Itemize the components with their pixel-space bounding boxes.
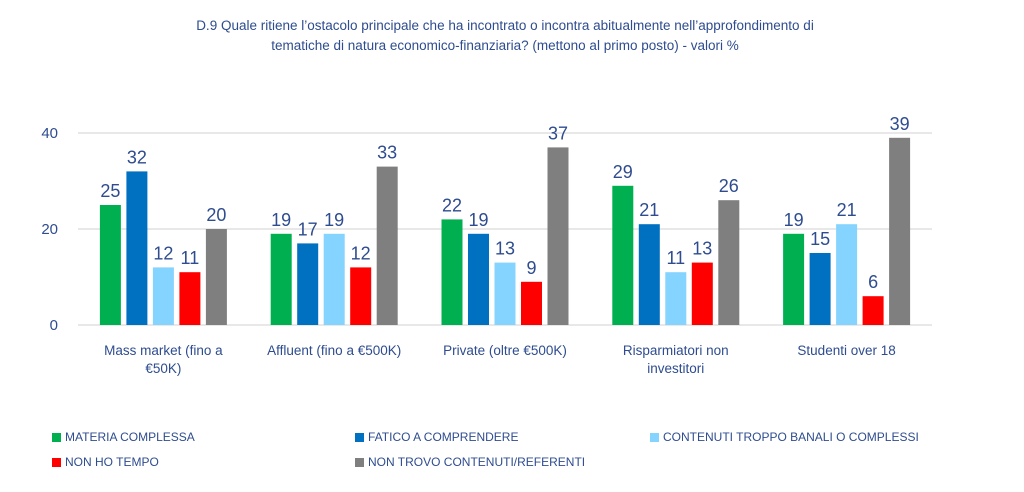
bar-chart: 0 20 40 25 32 12 11 20 19 17 19 12 33 22 19 13 9 37 29 21 1… bbox=[41, 114, 932, 376]
legend-label: CONTENUTI TROPPO BANALI O COMPLESSI bbox=[663, 430, 919, 444]
bar bbox=[323, 233, 345, 325]
x-category-label: Studenti over 18 bbox=[797, 343, 895, 358]
data-label: 32 bbox=[127, 147, 147, 167]
legend-label: MATERIA COMPLESSA bbox=[65, 430, 195, 444]
legend-item: MATERIA COMPLESSA bbox=[52, 430, 195, 444]
bar bbox=[350, 267, 372, 325]
bar bbox=[862, 296, 884, 325]
data-label: 12 bbox=[153, 243, 173, 263]
legend-swatch bbox=[355, 457, 364, 467]
legend-label: FATICO A COMPRENDERE bbox=[368, 430, 519, 444]
legend-label: NON TROVO CONTENUTI/REFERENTI bbox=[368, 455, 586, 469]
data-label: 19 bbox=[271, 210, 291, 230]
legend-label: NON HO TEMPO bbox=[65, 455, 159, 469]
bar bbox=[547, 147, 569, 325]
legend-item: FATICO A COMPRENDERE bbox=[355, 430, 518, 444]
x-axis-categories: Mass market (fino a €50K) Affluent (fino a… bbox=[104, 343, 896, 376]
y-axis-ticks: 0 20 40 bbox=[41, 125, 58, 334]
x-category-label: €50K) bbox=[145, 361, 181, 376]
chart-title-line-1: D.9 Quale ritiene l’ostacolo principale … bbox=[196, 18, 814, 33]
bar bbox=[612, 185, 634, 325]
chart-title: D.9 Quale ritiene l’ostacolo principale … bbox=[0, 16, 1010, 56]
legend-swatch bbox=[650, 432, 659, 442]
legend-item: NON HO TEMPO bbox=[52, 455, 159, 469]
data-label: 26 bbox=[719, 176, 739, 196]
bar bbox=[836, 224, 858, 325]
bar bbox=[297, 243, 319, 325]
data-label: 39 bbox=[890, 114, 910, 134]
bar bbox=[99, 205, 121, 325]
bar bbox=[665, 272, 687, 325]
x-category-label: Private (oltre €500K) bbox=[443, 343, 567, 358]
data-label: 6 bbox=[868, 272, 878, 292]
x-category-label: Mass market (fino a bbox=[104, 343, 223, 358]
bar bbox=[521, 281, 542, 325]
y-tick-label: 40 bbox=[41, 125, 58, 142]
bar bbox=[718, 200, 740, 325]
legend-item: NON TROVO CONTENUTI/REFERENTI bbox=[355, 455, 585, 469]
bar bbox=[179, 272, 201, 325]
data-label: 37 bbox=[548, 123, 568, 143]
x-category-label: investitori bbox=[647, 361, 704, 376]
data-label: 11 bbox=[666, 248, 685, 268]
chart-title-line-2: tematiche di natura economico-finanziari… bbox=[271, 38, 739, 53]
bar bbox=[205, 229, 227, 325]
data-labels: 25 32 12 11 20 19 17 19 12 33 22 19 13 9 37 29 21 11 13 26 1… bbox=[100, 114, 909, 292]
bar bbox=[441, 219, 463, 325]
legend-item: CONTENUTI TROPPO BANALI O COMPLESSI bbox=[650, 430, 919, 444]
data-label: 15 bbox=[810, 229, 830, 249]
legend-swatch bbox=[52, 432, 61, 442]
data-label: 25 bbox=[100, 181, 120, 201]
bar bbox=[638, 224, 660, 325]
data-label: 13 bbox=[495, 239, 515, 259]
data-label: 19 bbox=[784, 210, 804, 230]
data-label: 19 bbox=[324, 210, 344, 230]
bars bbox=[99, 137, 911, 325]
x-category-label: Affluent (fino a €500K) bbox=[267, 343, 401, 358]
data-label: 9 bbox=[526, 258, 536, 278]
legend-swatch bbox=[52, 457, 61, 467]
data-label: 11 bbox=[181, 248, 200, 268]
data-label: 13 bbox=[692, 239, 712, 259]
data-label: 19 bbox=[468, 210, 488, 230]
data-label: 12 bbox=[351, 243, 371, 263]
y-tick-label: 20 bbox=[41, 221, 58, 238]
y-tick-label: 0 bbox=[50, 317, 58, 334]
bar bbox=[691, 262, 713, 325]
data-label: 33 bbox=[377, 143, 397, 163]
bar bbox=[494, 262, 516, 325]
data-label: 22 bbox=[442, 195, 462, 215]
data-label: 20 bbox=[206, 205, 226, 225]
bar bbox=[783, 233, 805, 325]
bar bbox=[376, 166, 398, 325]
bar bbox=[889, 137, 911, 325]
bar bbox=[152, 267, 174, 325]
bar bbox=[468, 233, 489, 325]
x-category-label: Risparmiatori non bbox=[623, 343, 729, 358]
data-label: 21 bbox=[639, 200, 659, 220]
bar bbox=[809, 253, 831, 325]
bar bbox=[270, 233, 292, 325]
bar bbox=[126, 171, 148, 325]
data-label: 21 bbox=[837, 200, 857, 220]
legend-swatch bbox=[355, 432, 364, 442]
data-label: 29 bbox=[613, 162, 633, 182]
data-label: 17 bbox=[298, 219, 318, 239]
